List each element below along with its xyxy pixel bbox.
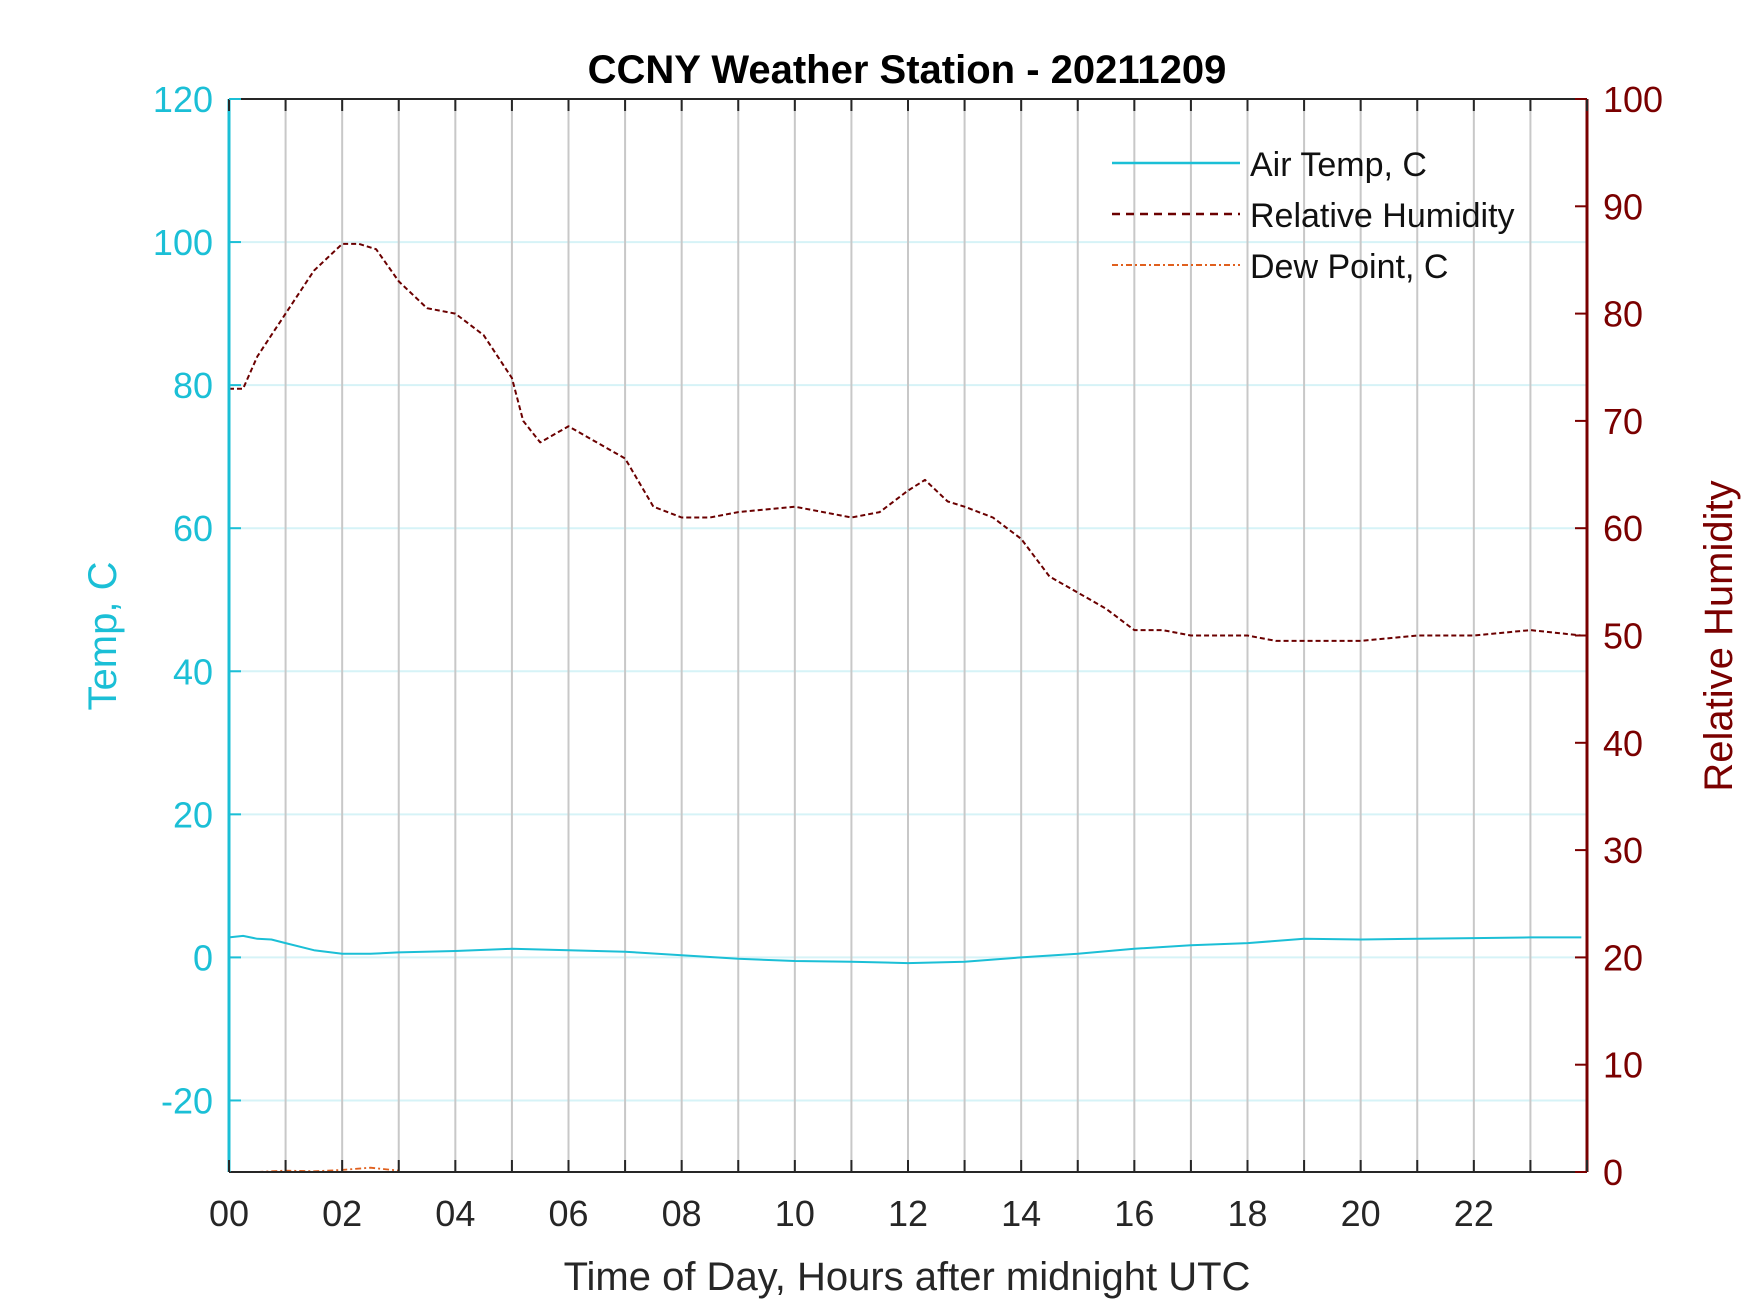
data-series [228, 242, 1582, 1173]
y-left-tick-label: 120 [153, 79, 213, 120]
x-axis-title: Time of Day, Hours after midnight UTC [564, 1255, 1251, 1299]
x-tick-label: 10 [775, 1193, 815, 1234]
y-right-tick-label: 40 [1603, 723, 1643, 764]
y-right-tick-label: 30 [1603, 830, 1643, 871]
y-left-tick-label: -20 [161, 1080, 213, 1121]
legend: Air Temp, C Relative Humidity Dew Point,… [1112, 146, 1515, 286]
x-tick-label: 08 [662, 1193, 702, 1234]
x-tick-label: 20 [1341, 1193, 1381, 1234]
grid [229, 98, 1587, 1172]
y-left-tick-label: 0 [193, 937, 213, 978]
y-right-tick-label: 10 [1603, 1045, 1643, 1086]
air-temp-line [228, 934, 1582, 965]
chart-title: CCNY Weather Station - 20211209 [588, 48, 1227, 92]
dew-point-line [257, 1166, 399, 1173]
y-left-tick-label: 100 [153, 222, 213, 263]
x-tick-label: 22 [1454, 1193, 1494, 1234]
x-tick-label: 02 [322, 1193, 362, 1234]
x-tick-label: 16 [1114, 1193, 1154, 1234]
legend-label-humidity: Relative Humidity [1250, 197, 1515, 235]
x-tick-label: 14 [1001, 1193, 1041, 1234]
y-right-tick-label: 60 [1603, 508, 1643, 549]
y-right-tick-label: 20 [1603, 937, 1643, 978]
ticks: 00 02 04 06 08 10 12 14 16 18 20 22-200204060801001… [153, 79, 1663, 1234]
x-tick-label: 06 [548, 1193, 588, 1234]
y-right-tick-label: 70 [1603, 401, 1643, 442]
y-left-tick-label: 80 [173, 365, 213, 406]
y-right-tick-label: 50 [1603, 616, 1643, 657]
y-right-tick-label: 100 [1603, 79, 1663, 120]
y-axis-title-right: Relative Humidity [1697, 480, 1741, 791]
y-right-tick-label: 80 [1603, 294, 1643, 335]
y-right-tick-label: 90 [1603, 186, 1643, 227]
x-tick-label: 00 [209, 1193, 249, 1234]
y-left-tick-label: 60 [173, 508, 213, 549]
y-right-tick-label: 0 [1603, 1152, 1623, 1193]
x-tick-label: 04 [435, 1193, 475, 1234]
humidity-line [229, 242, 1582, 642]
y-left-tick-label: 40 [173, 651, 213, 692]
x-tick-label: 18 [1227, 1193, 1267, 1234]
legend-label-air-temp: Air Temp, C [1250, 146, 1427, 184]
y-left-tick-label: 20 [173, 794, 213, 835]
x-tick-label: 12 [888, 1193, 928, 1234]
legend-label-dew-point: Dew Point, C [1250, 248, 1448, 286]
y-axis-title-left: Temp, C [81, 562, 125, 711]
